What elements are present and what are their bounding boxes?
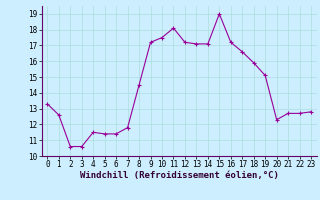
X-axis label: Windchill (Refroidissement éolien,°C): Windchill (Refroidissement éolien,°C): [80, 171, 279, 180]
